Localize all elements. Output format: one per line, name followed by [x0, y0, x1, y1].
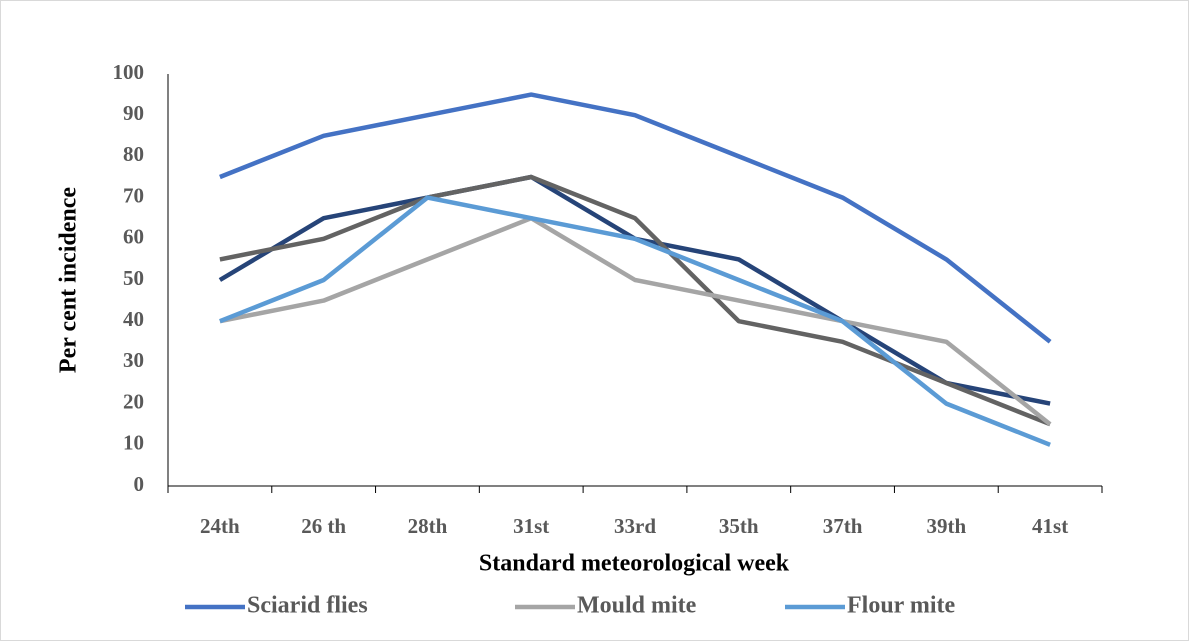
legend-label: Mould mite [577, 593, 697, 619]
y-tick-label: 50 [123, 266, 144, 290]
legend-label: Flour mite [847, 593, 956, 619]
series-line [219, 215, 1052, 426]
x-tick-label: 35th [719, 514, 759, 538]
y-tick-label: 10 [123, 431, 144, 455]
x-tick-label: 39th [926, 514, 966, 538]
x-tick-label: 33rd [614, 514, 656, 538]
series-line [219, 174, 1051, 427]
x-tick-label: 24th [200, 514, 240, 538]
y-tick-label: 70 [123, 183, 144, 207]
y-tick-label: 80 [123, 142, 144, 166]
x-tick-label: 41st [1032, 514, 1068, 538]
series-line [219, 195, 1051, 447]
y-axis-title: Per cent incidence [56, 187, 82, 374]
x-tick-label: 31st [513, 514, 549, 538]
x-axis-title: Standard meteorological week [479, 551, 790, 577]
x-tick-label: 26 th [301, 514, 346, 538]
x-tick-label: 37th [823, 514, 863, 538]
x-tick-label: 28th [408, 514, 448, 538]
y-tick-label: 40 [123, 307, 144, 331]
y-tick-label: 60 [123, 225, 144, 249]
y-tick-label: 0 [134, 472, 145, 496]
y-tick-label: 30 [123, 348, 144, 372]
series-line [219, 92, 1052, 344]
y-tick-label: 20 [123, 389, 144, 413]
legend-label: Sciarid flies [247, 593, 368, 619]
y-tick-label: 90 [123, 101, 144, 125]
y-tick-label: 100 [113, 60, 145, 84]
